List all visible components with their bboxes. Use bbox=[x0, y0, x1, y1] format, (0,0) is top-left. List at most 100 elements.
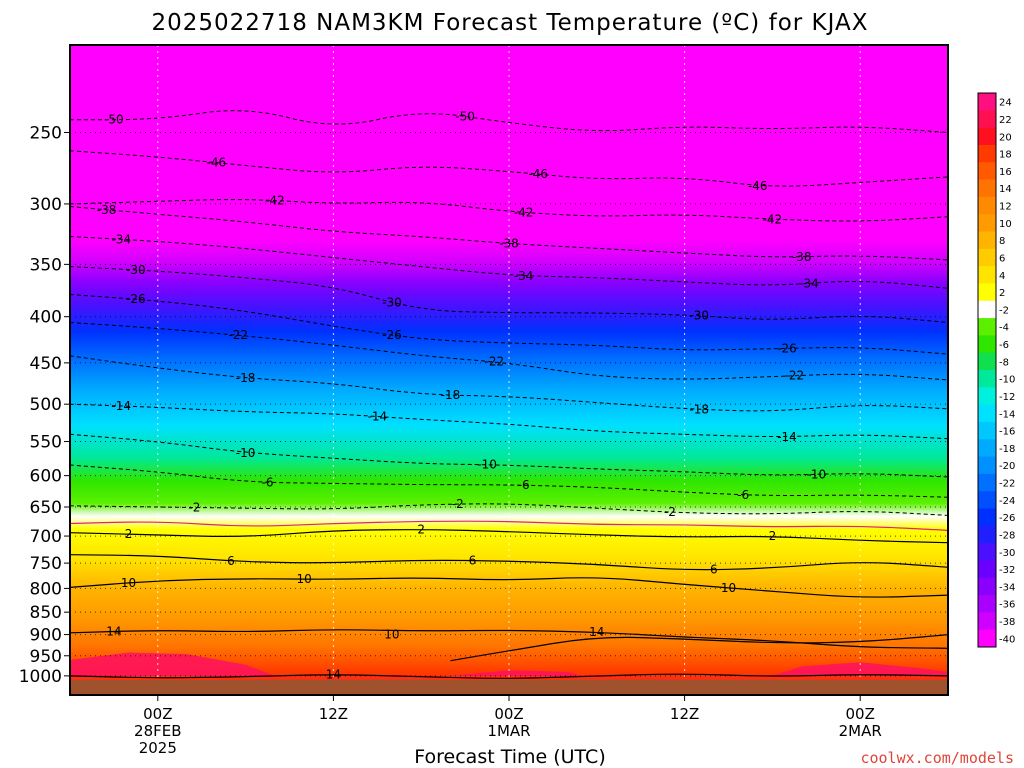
contour-label: -14 bbox=[777, 430, 797, 444]
colorbar-swatch bbox=[978, 335, 996, 354]
colorbar-swatch bbox=[978, 231, 996, 250]
colorbar-swatch bbox=[978, 196, 996, 215]
contour-label: -14 bbox=[111, 399, 131, 413]
x-tick-label: 2MAR bbox=[839, 722, 882, 740]
x-tick-label: 00Z bbox=[494, 705, 523, 723]
contour-label: -34 bbox=[514, 269, 534, 283]
isotherm-solid bbox=[69, 673, 949, 679]
colorbar-swatch bbox=[978, 352, 996, 371]
y-tick-label: 950 bbox=[30, 647, 62, 667]
colorbar-label: -8 bbox=[999, 357, 1009, 368]
contour-label: 14 bbox=[106, 625, 121, 639]
x-tick-label: 12Z bbox=[670, 705, 699, 723]
colorbar-label: 18 bbox=[999, 150, 1012, 161]
colorbar-label: 22 bbox=[999, 115, 1012, 126]
colorbar-label: 16 bbox=[999, 167, 1012, 178]
contour-label: -46 bbox=[528, 167, 548, 181]
colorbar-swatch bbox=[978, 525, 996, 544]
colorbar-swatch bbox=[978, 127, 996, 146]
colorbar-swatch bbox=[978, 300, 996, 319]
colorbar-swatch bbox=[978, 93, 996, 111]
plot-area: -50 -50 -46 -46 -46 -42 -42 -42 -38 -38 -38 -34 -34 -… bbox=[69, 44, 949, 696]
colorbar-label: -38 bbox=[999, 617, 1015, 628]
contour-label: 10 bbox=[296, 572, 311, 586]
colorbar-label: -14 bbox=[999, 409, 1015, 420]
isotherm-solid bbox=[450, 634, 949, 662]
colorbar-label: -36 bbox=[999, 600, 1015, 611]
contour-label: 14 bbox=[589, 625, 604, 639]
isotherm-dashed bbox=[69, 294, 949, 355]
colorbar-swatch bbox=[978, 404, 996, 423]
contour-label: -2 bbox=[664, 505, 676, 519]
colorbar-label: 4 bbox=[999, 271, 1005, 282]
y-tick-label: 900 bbox=[30, 626, 62, 646]
colorbar-swatch bbox=[978, 629, 996, 648]
chart-title: 2025022718 NAM3KM Forecast Temperature (… bbox=[152, 10, 869, 36]
y-tick-label: 250 bbox=[30, 123, 62, 143]
colorbar-swatch bbox=[978, 456, 996, 475]
colorbar-label: -30 bbox=[999, 548, 1015, 559]
colorbar-swatch bbox=[978, 612, 996, 631]
contour-label: -50 bbox=[455, 109, 475, 123]
contour-label: 6 bbox=[710, 563, 718, 577]
colorbar-swatch bbox=[978, 370, 996, 388]
colorbar-frame bbox=[977, 92, 997, 648]
colorbar-swatch bbox=[978, 595, 996, 613]
isotherm-solid bbox=[69, 520, 949, 531]
colorbar-label: -2 bbox=[999, 305, 1009, 316]
colorbar-swatch bbox=[978, 144, 996, 163]
ground-surface bbox=[70, 679, 948, 695]
contour-label: -6 bbox=[518, 478, 530, 492]
contour-label: -6 bbox=[737, 488, 749, 502]
contour-label: -14 bbox=[367, 410, 387, 424]
colorbar-swatch bbox=[978, 110, 996, 129]
colorbar-label: -10 bbox=[999, 375, 1015, 386]
colorbar-swatch bbox=[978, 214, 996, 232]
colorbar-swatch bbox=[978, 248, 996, 267]
colorbar-label: 20 bbox=[999, 132, 1012, 143]
contour-label: 6 bbox=[227, 554, 235, 568]
field-overlays bbox=[70, 652, 948, 676]
colorbar-swatch bbox=[978, 162, 996, 181]
x-tick-label: 12Z bbox=[319, 705, 348, 723]
colorbar-swatch bbox=[978, 560, 996, 579]
warm-region bbox=[450, 670, 583, 676]
contour-label: 6 bbox=[469, 554, 477, 568]
contour-label: -6 bbox=[262, 475, 274, 489]
contour-label: -26 bbox=[126, 292, 146, 306]
colorbar-swatch bbox=[978, 266, 996, 284]
isotherm-dashed bbox=[69, 266, 949, 323]
colorbar-label: -12 bbox=[999, 392, 1015, 403]
contour-label: 2 bbox=[417, 522, 425, 536]
colorbar-label: -34 bbox=[999, 582, 1015, 593]
credit-text[interactable]: coolwx.com/models bbox=[860, 749, 1014, 767]
contour-label: 2 bbox=[125, 527, 133, 541]
contour-label: -50 bbox=[104, 113, 124, 127]
contour-label: -38 bbox=[792, 250, 812, 264]
y-tick-label: 550 bbox=[30, 433, 62, 453]
y-tick-label: 650 bbox=[30, 498, 62, 518]
grid-lines bbox=[70, 45, 948, 695]
isotherm-dashed bbox=[69, 355, 949, 412]
isotherm-solid bbox=[69, 529, 949, 544]
colorbar-swatch bbox=[978, 421, 996, 440]
colorbar-label: -16 bbox=[999, 427, 1015, 438]
colorbar-label: 8 bbox=[999, 236, 1005, 247]
contour-label: -46 bbox=[207, 156, 227, 170]
colorbar-swatch bbox=[978, 508, 996, 527]
x-tick-label: 28FEB bbox=[134, 722, 181, 740]
contour-label: -10 bbox=[236, 446, 256, 460]
contour-label: -34 bbox=[799, 276, 819, 290]
colorbar-label: -18 bbox=[999, 444, 1015, 455]
colorbar-label: 10 bbox=[999, 219, 1012, 230]
contour-label: -26 bbox=[777, 341, 797, 355]
colorbar-label: -28 bbox=[999, 530, 1015, 541]
x-tick-label: 00Z bbox=[846, 705, 875, 723]
colorbar-label: 14 bbox=[999, 184, 1012, 195]
y-axis-pressure: 250 300 350 400 450 500 550 600 650 700 750 800 850 9… bbox=[19, 123, 70, 687]
isotherm-dashed bbox=[69, 322, 949, 381]
contour-label: -22 bbox=[485, 355, 505, 369]
colorbar-label: 12 bbox=[999, 202, 1012, 213]
isotherm-solid bbox=[69, 554, 949, 571]
